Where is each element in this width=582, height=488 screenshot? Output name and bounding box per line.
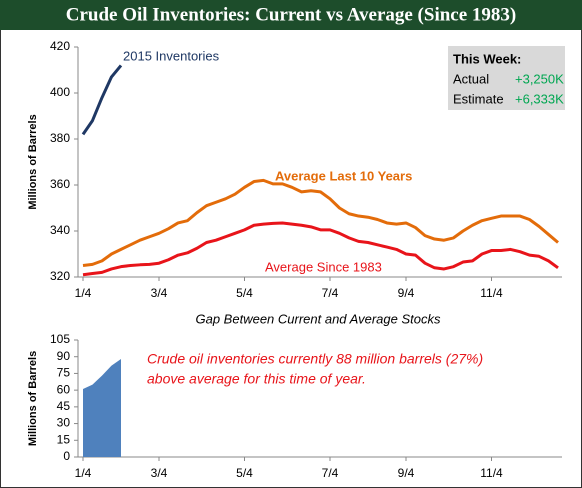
annotation: Crude oil inventories currently 88 milli… bbox=[147, 351, 483, 367]
y-tick-label: 340 bbox=[50, 223, 70, 237]
subplot-title: Gap Between Current and Average Stocks bbox=[196, 311, 441, 326]
x-tick-label: 5/4 bbox=[236, 466, 253, 480]
y-tick-label: 60 bbox=[57, 382, 71, 396]
x-tick-label: 3/4 bbox=[151, 466, 168, 480]
line-series bbox=[82, 178, 559, 267]
x-tick-label: 1/4 bbox=[75, 466, 92, 480]
info-label: Actual bbox=[453, 71, 489, 86]
y-tick-label: 45 bbox=[57, 399, 71, 413]
title-bar bbox=[0, 0, 582, 30]
annotation: above average for this time of year. bbox=[147, 371, 366, 387]
y-tick-label: 320 bbox=[50, 269, 70, 283]
x-tick-label: 7/4 bbox=[322, 466, 339, 480]
x-tick-label: 5/4 bbox=[236, 286, 253, 300]
y-tick-label: 380 bbox=[50, 131, 70, 145]
x-tick-label: 11/4 bbox=[480, 286, 503, 300]
info-box bbox=[448, 46, 565, 110]
x-tick-label: 9/4 bbox=[398, 466, 415, 480]
line-series bbox=[81, 64, 123, 136]
y-tick-label: 400 bbox=[50, 85, 70, 99]
x-tick-label: 9/4 bbox=[398, 286, 415, 300]
y-tick-label: 105 bbox=[50, 332, 70, 346]
x-tick-label: 1/4 bbox=[75, 286, 92, 300]
y-axis-label: Millions of Barrels bbox=[27, 114, 39, 209]
y-tick-label: 30 bbox=[57, 416, 71, 430]
y-tick-label: 420 bbox=[50, 39, 70, 53]
y-tick-label: 15 bbox=[57, 432, 71, 446]
area bbox=[83, 358, 121, 457]
x-tick-label: 7/4 bbox=[322, 286, 339, 300]
info-title: This Week: bbox=[453, 51, 521, 66]
chart-title: Crude Oil Inventories: Current vs Averag… bbox=[66, 4, 517, 25]
series-label: Average Last 10 Years bbox=[275, 168, 412, 183]
x-tick-label: 11/4 bbox=[480, 466, 503, 480]
info-value: +3,250K bbox=[515, 71, 564, 86]
y-tick-label: 75 bbox=[57, 366, 71, 380]
series-label: Average Since 1983 bbox=[265, 259, 382, 274]
x-tick-label: 3/4 bbox=[151, 286, 168, 300]
y-tick-label: 0 bbox=[63, 449, 70, 463]
y-tick-label: 360 bbox=[50, 177, 70, 191]
info-value: +6,333K bbox=[515, 91, 564, 106]
series-label: 2015 Inventories bbox=[123, 48, 220, 63]
y-axis-label: Millions of Barrels bbox=[27, 351, 39, 446]
y-tick-label: 90 bbox=[57, 349, 71, 363]
line-series bbox=[82, 221, 559, 277]
info-label: Estimate bbox=[453, 91, 504, 106]
